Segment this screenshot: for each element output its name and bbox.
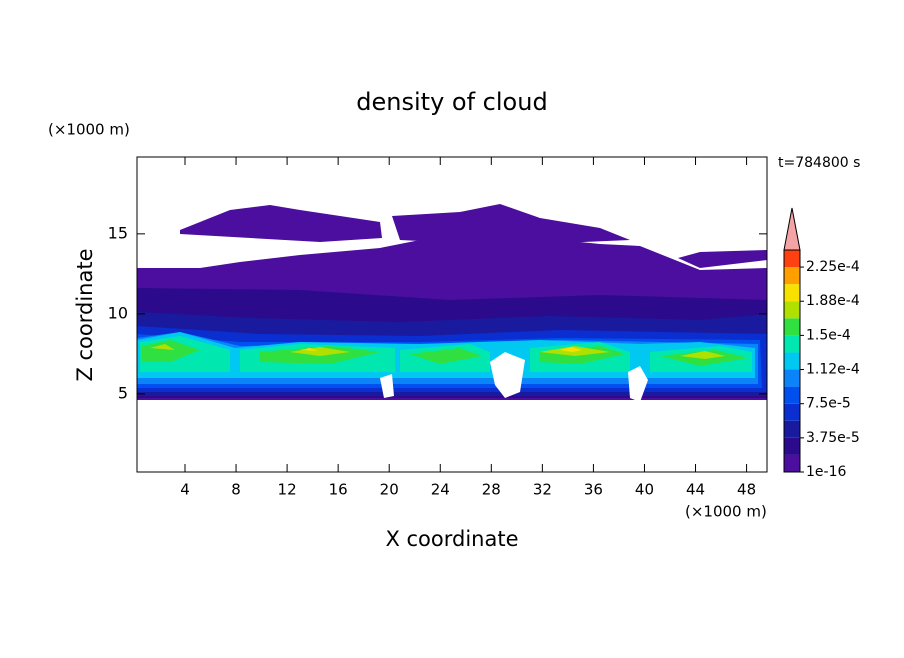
x-tick-label: 4 [180, 481, 190, 499]
colorbar-band [784, 352, 800, 370]
colorbar-tick-label: 7.5e-5 [806, 396, 851, 412]
x-tick-label: 44 [686, 481, 705, 499]
colorbar-band [784, 301, 800, 319]
x-tick-label: 28 [482, 481, 501, 499]
colorbar-band [784, 454, 800, 472]
x-tick-label: 20 [380, 481, 399, 499]
time-label: t=784800 s [778, 155, 860, 171]
y-tick-label: 5 [118, 383, 128, 402]
x-tick-label: 36 [584, 481, 603, 499]
colorbar-tick-label: 1.88e-4 [806, 293, 860, 309]
colorbar-band [784, 250, 800, 268]
colorbar-band [784, 403, 800, 421]
colorbar-band [784, 420, 800, 438]
x-tick-label: 32 [533, 481, 552, 499]
colorbar-tick-label: 1.12e-4 [806, 362, 860, 378]
contour-band [392, 204, 630, 244]
colorbar-band [784, 335, 800, 353]
gap [137, 236, 648, 402]
x-axis-label: X coordinate [385, 527, 518, 551]
plot-frame [136, 156, 768, 473]
x-tick-label: 8 [231, 481, 241, 499]
y-tick-label: 15 [108, 223, 128, 242]
x-tick-label: 24 [431, 481, 450, 499]
contour-field [137, 204, 767, 402]
x-tick-label: 16 [329, 481, 348, 499]
colorbar-band [784, 284, 800, 302]
colorbar-tick-label: 1e-16 [806, 464, 846, 480]
contour-band [678, 250, 767, 268]
colorbar-band [784, 369, 800, 387]
colorbar-tick-label: 2.25e-4 [806, 259, 860, 275]
colorbar: 1e-16 3.75e-5 7.5e-5 1.12e-4 1.5e-4 1.88e-4 2.… [783, 207, 860, 480]
colorbar-frame [783, 249, 801, 473]
x-tick-label: 48 [737, 481, 756, 499]
chart-title: density of cloud [356, 88, 547, 116]
y-axis-label: Z coordinate [73, 248, 97, 381]
y-tick-label: 10 [108, 303, 128, 322]
x-tick-label: 40 [635, 481, 654, 499]
colorbar-band [784, 318, 800, 336]
colorbar-tick-label: 1.5e-4 [806, 327, 851, 343]
x-unit: (×1000 m) [685, 503, 767, 521]
colorbar-band [784, 386, 800, 404]
colorbar-band [784, 437, 800, 455]
contour-band [180, 205, 382, 242]
colorbar-band [784, 267, 800, 285]
y-unit: (×1000 m) [48, 121, 130, 139]
x-tick-label: 12 [278, 481, 297, 499]
colorbar-tick-label: 3.75e-5 [806, 430, 860, 446]
contour-band [142, 340, 748, 366]
contour-band [150, 344, 725, 359]
